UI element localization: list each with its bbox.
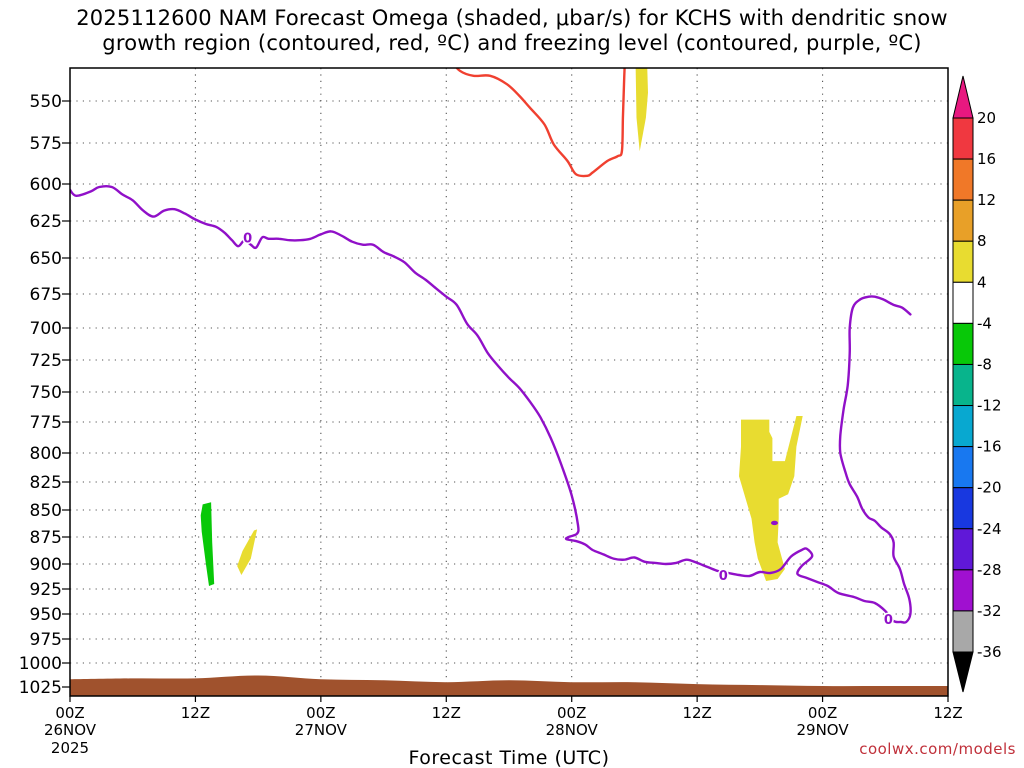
contour-label: 0 <box>884 613 893 628</box>
grid <box>70 68 948 696</box>
colorbar-segment <box>952 199 974 242</box>
y-tick-label: 825 <box>30 473 62 493</box>
omega-shaded-region <box>237 529 258 575</box>
ground-surface <box>70 675 948 696</box>
y-tick-label: 650 <box>30 249 62 269</box>
x-tick-date-label: 28NOV <box>546 721 599 739</box>
colorbar-label: -32 <box>977 602 1002 620</box>
colorbar-label: -12 <box>977 397 1002 415</box>
y-tick-label: 600 <box>30 175 62 195</box>
y-tick-label: 900 <box>30 555 62 575</box>
x-axis-title: Forecast Time (UTC) <box>409 747 610 768</box>
y-tick-label: 1025 <box>19 678 62 698</box>
x-tick-date-label: 29NOV <box>797 721 850 739</box>
colorbar-segment <box>952 487 974 530</box>
colorbar-label: 20 <box>977 109 996 127</box>
omega-shaded-region <box>635 68 648 152</box>
colorbar-segment <box>952 117 974 160</box>
colorbar-segment <box>952 322 974 365</box>
x-tick-label: 00Z <box>55 704 84 722</box>
y-tick-label: 700 <box>30 319 62 339</box>
colorbar-label: 8 <box>977 232 987 250</box>
contour-label: 0 <box>719 569 728 584</box>
x-tick-label: 12Z <box>682 704 711 722</box>
x-tick-date-label: 27NOV <box>295 721 348 739</box>
y-tick-label: 850 <box>30 501 62 521</box>
y-tick-label: 550 <box>30 92 62 112</box>
colorbar-label: 16 <box>977 150 996 168</box>
y-tick-label: 725 <box>30 351 62 371</box>
dgz-contour <box>455 68 626 178</box>
colorbar-segment <box>952 446 974 489</box>
omega-shaded-region <box>200 502 215 586</box>
colorbar-segment <box>952 528 974 571</box>
y-tick-label: 800 <box>30 444 62 464</box>
y-tick-label: 925 <box>30 580 62 600</box>
x-tick-label: 00Z <box>306 704 335 722</box>
colorbar-segment <box>952 363 974 407</box>
chart-title-line-1: 2025112600 NAM Forecast Omega (shaded, μ… <box>76 6 948 30</box>
colorbar-segment <box>952 158 974 201</box>
x-tick-label: 00Z <box>808 704 837 722</box>
x-tick-label: 00Z <box>557 704 586 722</box>
colorbar-label: -4 <box>977 314 992 332</box>
colorbar-label: 12 <box>977 191 996 209</box>
x-tick-label: 12Z <box>432 704 461 722</box>
colorbar-label: -20 <box>977 479 1002 497</box>
colorbar-segment <box>952 240 974 283</box>
freezing-level-contour <box>70 185 912 624</box>
x-tick-date-label: 26NOV <box>44 721 97 739</box>
y-tick-label: 775 <box>30 413 62 433</box>
credit-text: coolwx.com/models <box>859 740 1016 758</box>
plot-frame <box>69 67 949 697</box>
plot-data: 0 0 0 <box>70 68 948 696</box>
chart-title: 2025112600 NAM Forecast Omega (shaded, μ… <box>0 6 1024 56</box>
freezing-level-small-contour <box>770 520 778 526</box>
colorbar-segment <box>952 405 974 448</box>
colorbar-top-arrow <box>952 75 974 119</box>
x-tick-label: 12Z <box>181 704 210 722</box>
colorbar-label: 4 <box>977 273 987 291</box>
y-tick-label: 675 <box>30 285 62 305</box>
chart-title-line-2: growth region (contoured, red, ºC) and f… <box>102 31 922 55</box>
y-tick-label: 950 <box>30 605 62 625</box>
colorbar: 20 16 12 8 4 -4 -8 -12 -16 -20 -24 -28 -32 -36 <box>952 75 1002 693</box>
x-axis-year: 2025 <box>51 739 89 757</box>
colorbar-label: -36 <box>977 643 1002 661</box>
contour-label: 0 <box>243 231 252 246</box>
y-tick-label: 1000 <box>19 654 62 674</box>
colorbar-label: -16 <box>977 438 1002 456</box>
colorbar-bottom-arrow <box>952 651 974 693</box>
colorbar-segment <box>952 281 974 324</box>
colorbar-label: -28 <box>977 561 1002 579</box>
axes: 550 575 600 625 650 675 700 725 750 775 800 825 850 8… <box>19 92 963 739</box>
colorbar-label: -24 <box>977 520 1002 538</box>
omega-shaded-region <box>739 416 803 581</box>
colorbar-label: -8 <box>977 355 992 373</box>
x-tick-label: 12Z <box>933 704 962 722</box>
colorbar-segment <box>952 569 974 612</box>
y-tick-label: 875 <box>30 528 62 548</box>
y-tick-label: 975 <box>30 630 62 650</box>
y-tick-label: 575 <box>30 134 62 154</box>
y-tick-label: 750 <box>30 383 62 403</box>
colorbar-segment <box>952 610 974 653</box>
y-tick-label: 625 <box>30 212 62 232</box>
